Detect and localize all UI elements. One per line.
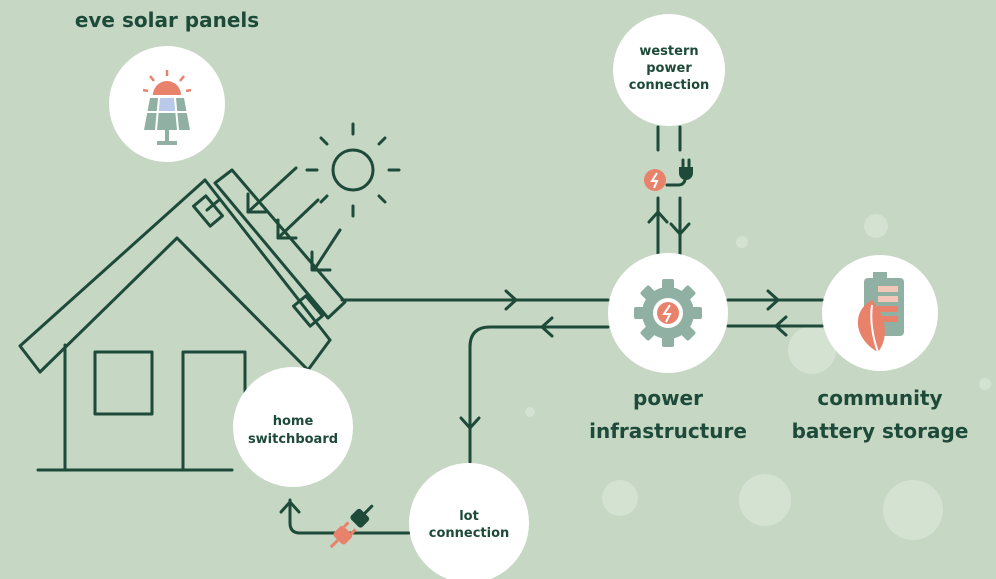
node-label: power bbox=[646, 61, 692, 76]
node-label: infrastructure bbox=[589, 419, 747, 443]
node-label: community bbox=[817, 386, 942, 410]
node-label: western bbox=[639, 44, 698, 59]
gear-icon bbox=[634, 279, 702, 347]
node-label: power bbox=[633, 386, 703, 410]
node-label: lot bbox=[459, 509, 479, 524]
diagram: eve solar panels bbox=[0, 0, 996, 579]
node-label: battery storage bbox=[792, 419, 969, 443]
node-label: switchboard bbox=[248, 432, 338, 447]
node-label: connection bbox=[429, 526, 510, 541]
node-label: home bbox=[273, 414, 314, 429]
node-label: connection bbox=[629, 78, 710, 93]
title: eve solar panels bbox=[75, 8, 259, 32]
